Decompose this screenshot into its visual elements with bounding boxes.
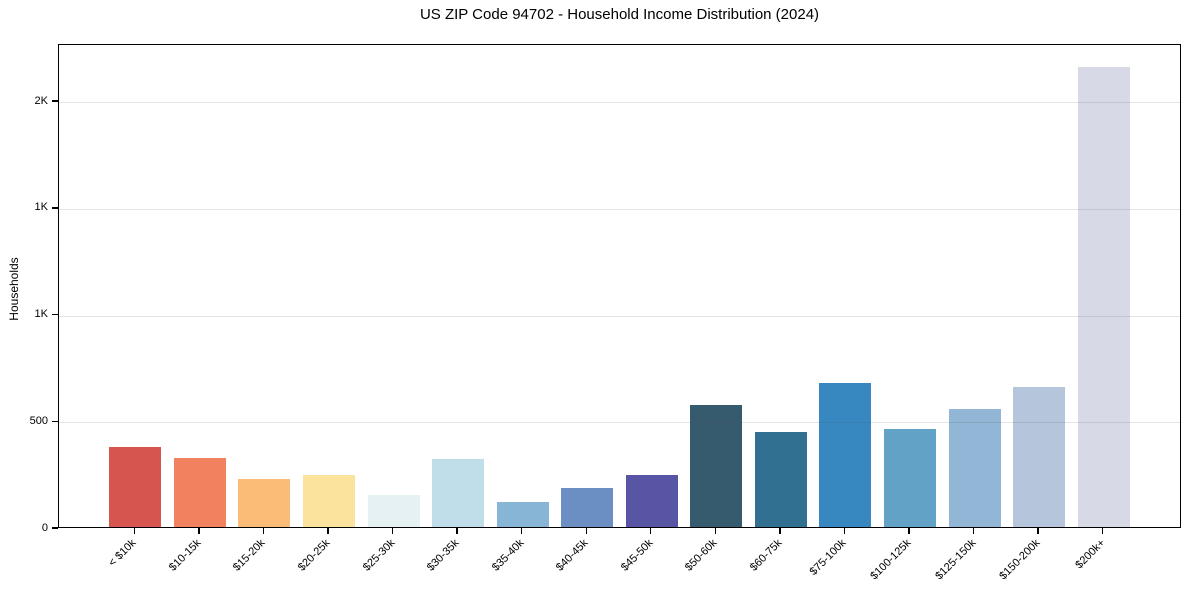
y-tick-mark (52, 207, 58, 209)
x-tick-mark (133, 528, 135, 534)
x-tick-mark (714, 528, 717, 534)
x-tick-mark (650, 528, 652, 534)
x-tick-mark (262, 528, 265, 534)
bar-$40-45k (561, 487, 614, 527)
y-tick-mark (52, 313, 58, 316)
bar-$30-35k (432, 458, 485, 527)
bar-$150-200k (1013, 387, 1066, 527)
x-tick-mark (585, 528, 587, 534)
y-tick-mark (52, 100, 58, 102)
gridline (59, 315, 1180, 317)
y-tick-label: 0 (41, 521, 48, 534)
gridline (59, 422, 1180, 424)
x-tick-mark (972, 528, 975, 534)
bar-$45-50k (625, 474, 678, 527)
chart-title: US ZIP Code 94702 - Household Income Dis… (419, 6, 820, 23)
x-tick-mark (1102, 528, 1104, 534)
y-tick-label: 500 (29, 414, 48, 427)
x-tick-mark (520, 528, 523, 534)
bar-$50-60k (690, 404, 743, 527)
gridline (59, 208, 1180, 210)
x-tick-mark (198, 528, 200, 534)
bar-$15-20k (238, 478, 291, 527)
x-tick-mark (391, 528, 394, 534)
y-tick-mark (52, 527, 58, 529)
y-tick-label: 2K (34, 94, 48, 107)
bar-$200k+ (1077, 66, 1130, 527)
bar-$60-75k (754, 432, 807, 527)
x-tick-mark (456, 528, 458, 534)
bar-$10-15k (173, 457, 226, 527)
plot-area (58, 44, 1181, 528)
bar-$125-150k (948, 408, 1001, 527)
x-tick-mark (327, 528, 329, 534)
bar-$100-125k (884, 429, 937, 527)
y-tick-mark (52, 420, 58, 422)
bar-$35-40k (496, 501, 549, 527)
x-tick-label: < $10k (106, 537, 139, 570)
bar-$20-25k (302, 475, 355, 527)
x-tick-mark (1037, 528, 1039, 534)
bar-< $10k (109, 447, 162, 527)
y-tick-label: 1K (34, 308, 48, 321)
x-tick-mark (843, 528, 846, 534)
y-tick-label: 1K (34, 201, 48, 214)
x-tick-mark (779, 528, 781, 534)
gridline (59, 102, 1180, 104)
x-tick-mark (908, 528, 910, 534)
bar-$25-30k (367, 495, 420, 527)
bar-$75-100k (819, 382, 872, 527)
